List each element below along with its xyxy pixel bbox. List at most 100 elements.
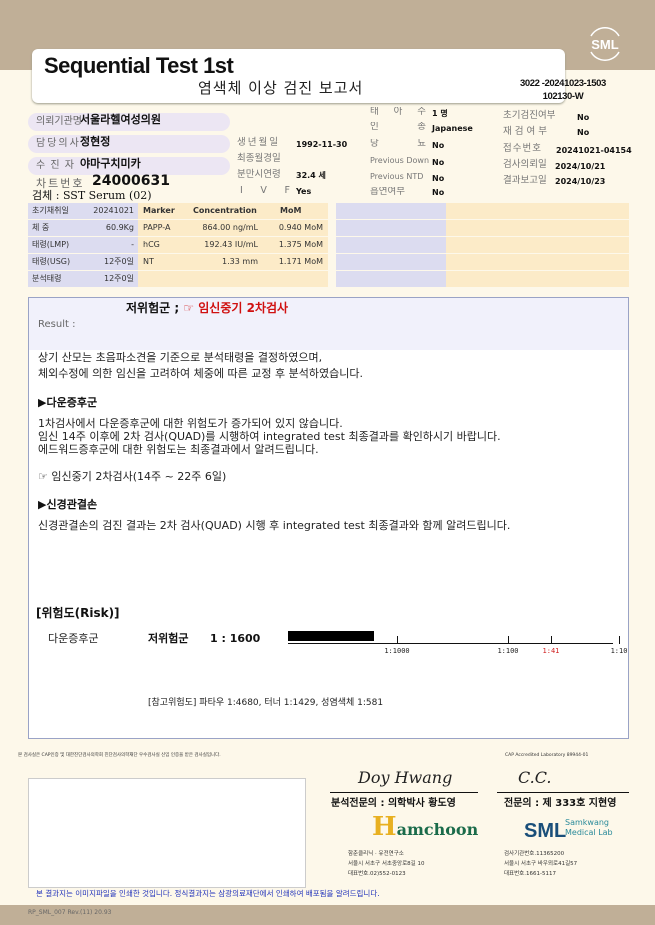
print-notice: 본 결과지는 이미지파일을 인쇄한 것입니다. 정식결과지는 삼광의료재단에서 …: [36, 889, 380, 898]
marker-mom: 1.375 MoM: [278, 240, 323, 249]
document-number: 3022 -20241023-1503 102130-W: [520, 78, 606, 102]
institution-value: 서울라헬여성의원: [80, 113, 161, 126]
result-line: 에드워드증후군에 대한 위험도는 최종결과에서 알려드립니다.: [38, 443, 319, 456]
blank-row-bg: [446, 220, 629, 236]
prev-down-value: No: [432, 158, 445, 167]
prev-down-label: Previous Down: [370, 156, 430, 165]
dob-value: 1992-11-30: [296, 140, 348, 149]
marker-name: PAPP-A: [143, 223, 171, 232]
info-value: 12주0일: [104, 274, 134, 283]
initial-label: 초기검진여부: [503, 110, 556, 121]
blank-row-bg: [336, 271, 446, 287]
smoking-value: No: [432, 188, 445, 197]
risk-tick-label: 1:41: [542, 647, 560, 655]
info-row-bg: [28, 254, 138, 270]
marker-name: NT: [143, 257, 154, 266]
blank-row-bg: [446, 271, 629, 287]
info-value: 12주0일: [104, 257, 134, 266]
accreditation-note: 본 검사실은 CAP인증 및 대한진단검사의학회 진단검사의학재단 우수검사실 …: [18, 753, 221, 758]
measurement-grid: 초기채취일 20241021 체 중 60.9Kg 태령(LMP) - 태령(USG) 12주…: [28, 203, 629, 290]
result-line: 체외수정에 의한 임신을 고려하여 체중에 따른 교정 후 분석하였습니다.: [38, 367, 363, 380]
info-row-bg: [28, 237, 138, 253]
reference-risk: [참고위험도] 파타우 1:4680, 터너 1:1429, 성염색체 1:58…: [148, 698, 384, 708]
fetus-label: 태 아 수: [370, 107, 426, 117]
age-value: 32.4 세: [296, 171, 326, 180]
blank-row-bg: [446, 203, 629, 219]
risk-tick-label: 1:10: [610, 647, 628, 655]
marker-row-bg: [138, 203, 328, 219]
info-label: 초기채취일: [32, 206, 69, 215]
form-code: RP_SML_007 Rev.(11) 20.93: [28, 909, 112, 916]
down-syndrome-heading: ▶다운증후군: [38, 396, 98, 409]
info-row-bg: [28, 271, 138, 287]
marker-mom: 1.171 MoM: [278, 257, 323, 266]
receipt-label: 접수번호: [503, 143, 542, 154]
result-box: [28, 297, 629, 739]
result-line: 임신 14주 이후에 2차 검사(QUAD)를 시행하여 integrated …: [38, 430, 501, 443]
hamchoon-logo: Hamchoon: [372, 812, 479, 842]
chart-label: 차트번호: [36, 177, 85, 190]
blank-row-bg: [446, 237, 629, 253]
patient-label: 수 진 자: [36, 160, 75, 171]
result-line: 신경관결손의 검진 결과는 2차 검사(QUAD) 시행 후 integrate…: [38, 519, 511, 532]
risk-tick: [550, 636, 552, 644]
receipt-value: 20241021-04154: [556, 146, 632, 155]
info-value: -: [131, 240, 134, 249]
info-row-bg: [28, 203, 138, 219]
blank-box: [28, 778, 306, 888]
risk-level: 저위험군: [148, 632, 189, 645]
sml-lab-name: Samkwang Medical Lab: [565, 818, 613, 837]
specialist-name: 전문의 : 제 333호 지현영: [504, 798, 617, 809]
initial-value: No: [577, 113, 590, 122]
risk-tick: [619, 636, 620, 644]
prev-ntd-label: Previous NTD: [370, 172, 424, 181]
retest-label: 재검여부: [503, 126, 550, 137]
analyst-name: 분석전문의 : 의학박사 황도영: [331, 798, 456, 809]
risk-tick: [508, 636, 509, 644]
report-date-label: 결과보고일: [503, 175, 547, 186]
marker-row-bg: [138, 271, 328, 287]
info-value: 60.9Kg: [105, 223, 134, 232]
institution-pill: [28, 113, 230, 131]
retest-value: No: [577, 128, 590, 137]
marker-concentration: 192.43 IU/mL: [204, 240, 258, 249]
info-label: 태령(USG): [32, 257, 71, 266]
info-value: 20241021: [93, 206, 134, 215]
report-title: Sequential Test 1st: [44, 53, 234, 78]
hamchoon-address: 함춘클리닉 · 유전연구소 서울시 서초구 서초중앙로8길 10 대표번호.02)5…: [348, 851, 425, 877]
sml-address: 검사기관번호.11365200 서울시 서초구 바우뫼로41길57 대표번호.166…: [504, 851, 578, 877]
mom-header: MoM: [280, 206, 302, 215]
report-subtitle: 염색체 이상 검진 보고서: [198, 79, 364, 97]
lmp-label: 최종월경일: [237, 153, 281, 164]
blank-row-bg: [336, 254, 446, 270]
doctor-value: 정현정: [80, 135, 111, 148]
diabetes-value: No: [432, 141, 445, 150]
prev-ntd-value: No: [432, 174, 445, 183]
age-label: 분만시연령: [237, 169, 281, 180]
request-date-value: 2024/10/21: [555, 162, 606, 171]
report-date-value: 2024/10/23: [555, 177, 606, 186]
marker-concentration: 1.33 mm: [222, 257, 258, 266]
diabetes-label: 당 뇨: [370, 139, 426, 149]
info-label: 분석태령: [32, 274, 62, 283]
risk-title: [위험도(Risk)]: [36, 606, 120, 620]
sml-logo: SML: [590, 27, 620, 61]
risk-name: 다운증후군: [48, 632, 99, 645]
signature-2: C.C.: [518, 768, 552, 787]
blank-row-bg: [336, 203, 446, 219]
marker-concentration: 864.00 ng/mL: [202, 223, 258, 232]
smoking-label: 흡연여부: [370, 187, 405, 197]
institution-label: 의뢰기관명: [36, 116, 82, 127]
concentration-header: Concentration: [193, 206, 257, 215]
risk-bar: [288, 631, 375, 641]
result-line: 상기 산모는 초음파소견을 기준으로 분석태령을 결정하였으며,: [38, 351, 323, 364]
result-summary: 저위험군 ; ☞ 임신중기 2차검사: [126, 301, 289, 315]
marker-name: hCG: [143, 240, 160, 249]
risk-tick-label: 1:1000: [384, 647, 410, 655]
second-test-note: ☞ 임신중기 2차검사(14주 ~ 22주 6일): [38, 470, 227, 483]
risk-tick: [397, 636, 398, 644]
doctor-pill: [28, 135, 230, 153]
footer-band: [0, 905, 655, 925]
dob-label: 생년월일: [237, 137, 280, 148]
signature-1: Doy Hwang: [358, 768, 453, 787]
